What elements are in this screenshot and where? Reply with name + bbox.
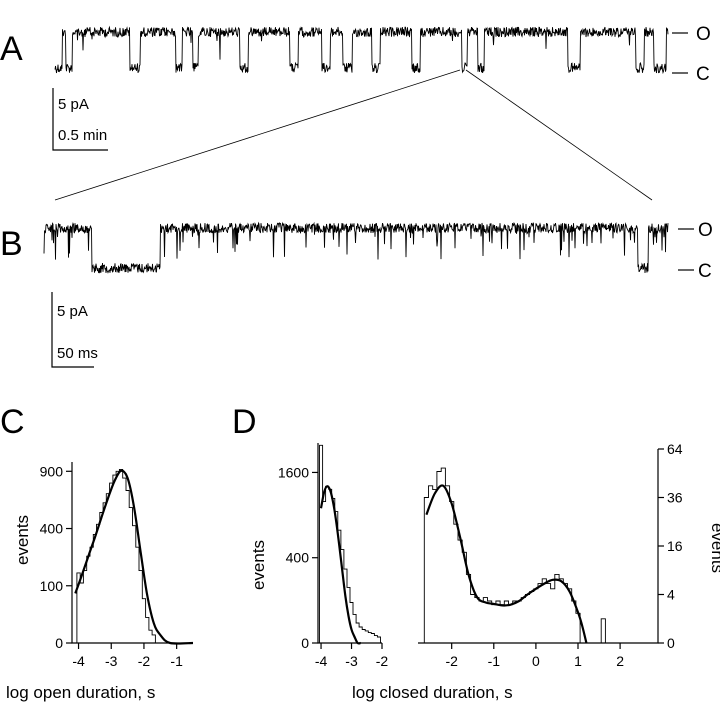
chart-c-histogram — [73, 468, 159, 644]
scale-bar-b — [51, 292, 94, 368]
chart-c-ylabel: events — [13, 515, 32, 565]
scale-time-b: 50 ms — [57, 345, 98, 362]
open-label-a: O — [696, 24, 711, 45]
chart-d-left-xtick-label-0: -4 — [315, 653, 328, 669]
panel-letter-a: A — [0, 30, 23, 68]
trace-b-path — [43, 221, 669, 274]
chart-d-right-ytick-label-2: 16 — [667, 538, 683, 554]
trace-a — [54, 25, 669, 75]
chart-c-ytick-label-1: 400 — [40, 521, 64, 537]
chart-d-right-ylabel: events — [708, 523, 720, 573]
chart-d-right-xtick-label-2: 0 — [532, 653, 540, 669]
chart-d-left-axes — [317, 443, 382, 644]
chart-c-xtick-label-2: -2 — [138, 653, 151, 669]
closed-label-a: C — [696, 64, 710, 85]
chart-d-left-histogram — [319, 444, 381, 643]
panel-letter-b: B — [0, 225, 23, 263]
zoom-line-left — [54, 69, 461, 201]
chart-c-xlabel: log open duration, s — [6, 683, 155, 702]
scale-time-a: 0.5 min — [58, 127, 107, 144]
chart-d-left-xtick-label-2: -2 — [376, 653, 389, 669]
trace-a-path — [54, 25, 669, 75]
scale-current-a: 5 pA — [58, 96, 89, 113]
trace-b — [43, 221, 669, 274]
chart-d-left-ytick-label-1: 400 — [286, 550, 310, 566]
chart-d-right-axes — [418, 449, 659, 644]
chart-d-left-ytick-label-2: 0 — [301, 635, 309, 651]
chart-d-right-ytick-label-0: 64 — [667, 441, 683, 457]
chart-c-ytick-label-2: 100 — [40, 578, 64, 594]
chart-d-xlabel: log closed duration, s — [352, 683, 513, 702]
chart-d-right-fit-curve — [425, 484, 588, 644]
chart-d-right-xtick-label-4: 2 — [616, 653, 624, 669]
chart-d-left-fit-curve — [319, 485, 361, 645]
chart-c-xtick-label-3: -1 — [170, 653, 183, 669]
chart-c-ytick-label-0: 900 — [40, 463, 64, 479]
panel-letter-c: C — [0, 403, 25, 441]
panel-letter-d: D — [232, 403, 257, 441]
chart-c-xtick-label-1: -3 — [105, 653, 118, 669]
chart-d-right-histogram — [423, 467, 614, 644]
chart-d-left-xtick-label-1: -3 — [345, 653, 358, 669]
chart-d-right-xtick-label-3: 1 — [574, 653, 582, 669]
open-label-b: O — [698, 220, 713, 241]
chart-d-left-ytick-label-0: 1600 — [278, 464, 309, 480]
chart-c-xtick-label-0: -4 — [72, 653, 85, 669]
zoom-line-right — [465, 69, 653, 201]
chart-d-right-xtick-label-0: -2 — [445, 653, 458, 669]
closed-label-b: C — [698, 261, 712, 282]
chart-c: 900 400 100 0 -4 -3 -2 -1 events log open dura… — [6, 462, 194, 702]
scale-current-b: 5 pA — [57, 303, 88, 320]
scale-bar-a — [52, 88, 108, 151]
chart-d-right-ytick-label-1: 36 — [667, 490, 683, 506]
chart-d-right-ytick-label-3: 4 — [667, 587, 675, 603]
chart-d-right-xtick-label-1: -1 — [488, 653, 501, 669]
chart-d-left-ylabel: events — [249, 540, 268, 590]
chart-d-left: 1600 400 0 -4 -3 -2 events — [249, 443, 388, 669]
chart-c-ytick-label-3: 0 — [55, 635, 63, 651]
chart-d-right: 64 36 16 4 0 -2 -1 0 1 2 events log closed durat… — [352, 441, 720, 702]
chart-c-fit-curve — [74, 469, 194, 645]
chart-d-right-ytick-label-4: 0 — [667, 635, 675, 651]
